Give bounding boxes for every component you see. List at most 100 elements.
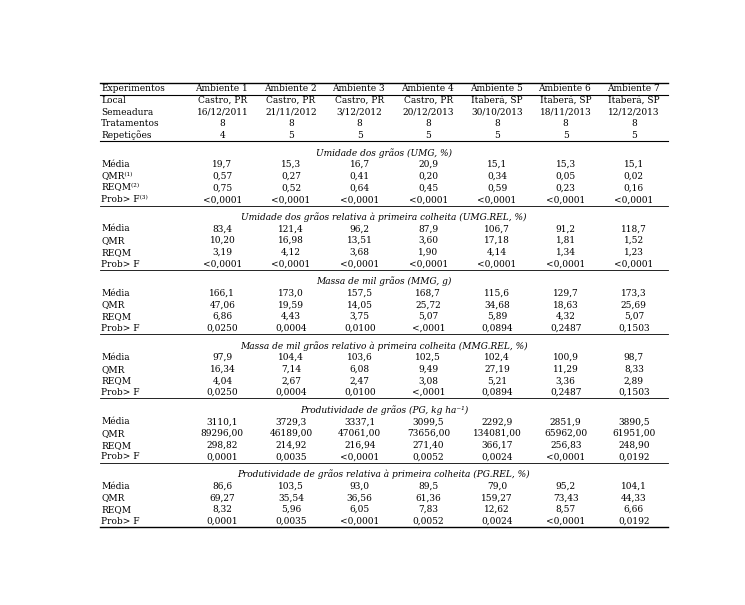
Text: 35,54: 35,54	[278, 493, 304, 502]
Text: 0,0192: 0,0192	[618, 453, 650, 462]
Text: 15,3: 15,3	[556, 160, 576, 169]
Text: 5: 5	[357, 131, 363, 140]
Text: Massa de mil grãos relativo à primeira colheita (MMG.REL, %): Massa de mil grãos relativo à primeira c…	[240, 341, 527, 351]
Text: 93,0: 93,0	[349, 482, 370, 491]
Text: 0,59: 0,59	[487, 183, 507, 192]
Text: 0,27: 0,27	[281, 172, 301, 181]
Text: Ambiente 1: Ambiente 1	[195, 84, 247, 93]
Text: Ambiente 2: Ambiente 2	[264, 84, 316, 93]
Text: 36,56: 36,56	[346, 493, 372, 502]
Text: 86,6: 86,6	[212, 482, 232, 491]
Text: <0,0001: <0,0001	[546, 195, 586, 204]
Text: 5,89: 5,89	[487, 312, 507, 321]
Text: 298,82: 298,82	[206, 440, 238, 450]
Text: 214,92: 214,92	[276, 440, 307, 450]
Text: <0,0001: <0,0001	[340, 195, 379, 204]
Text: Itaberá, SP: Itaberá, SP	[540, 96, 592, 105]
Text: Ambiente 3: Ambiente 3	[332, 84, 385, 93]
Text: 3890,5: 3890,5	[618, 417, 650, 427]
Text: 89,5: 89,5	[418, 482, 439, 491]
Text: 1,23: 1,23	[624, 248, 644, 257]
Text: <0,0001: <0,0001	[271, 260, 311, 269]
Text: 2,67: 2,67	[281, 376, 301, 385]
Text: REQM: REQM	[101, 505, 131, 514]
Text: 6,86: 6,86	[212, 312, 232, 321]
Text: 1,90: 1,90	[419, 248, 439, 257]
Text: 6,66: 6,66	[624, 505, 644, 514]
Text: QMR: QMR	[101, 236, 124, 245]
Text: 5: 5	[494, 131, 500, 140]
Text: 16,7: 16,7	[349, 160, 370, 169]
Text: 83,4: 83,4	[212, 224, 232, 234]
Text: 0,0001: 0,0001	[206, 453, 238, 462]
Text: 12/12/2013: 12/12/2013	[608, 108, 659, 117]
Text: 46189,00: 46189,00	[270, 429, 313, 438]
Text: 8: 8	[631, 119, 637, 128]
Text: 5,07: 5,07	[418, 312, 439, 321]
Text: QMR: QMR	[101, 301, 124, 309]
Text: 2,47: 2,47	[349, 376, 370, 385]
Text: 5: 5	[288, 131, 294, 140]
Text: 0,02: 0,02	[624, 172, 644, 181]
Text: 0,20: 0,20	[419, 172, 438, 181]
Text: 0,0052: 0,0052	[413, 453, 444, 462]
Text: 0,0035: 0,0035	[275, 517, 307, 526]
Text: Experimentos: Experimentos	[101, 84, 165, 93]
Text: Semeadura: Semeadura	[101, 108, 153, 117]
Text: 159,27: 159,27	[481, 493, 513, 502]
Text: 5,96: 5,96	[281, 505, 301, 514]
Text: 0,23: 0,23	[556, 183, 576, 192]
Text: <0,0001: <0,0001	[546, 453, 586, 462]
Text: 15,1: 15,1	[487, 160, 507, 169]
Text: 3,19: 3,19	[212, 248, 232, 257]
Text: QMR: QMR	[101, 429, 124, 438]
Text: 1,81: 1,81	[556, 236, 576, 245]
Text: Prob> F⁽³⁾: Prob> F⁽³⁾	[101, 195, 148, 204]
Text: 4,14: 4,14	[487, 248, 507, 257]
Text: 0,0004: 0,0004	[275, 324, 307, 333]
Text: 96,2: 96,2	[349, 224, 370, 234]
Text: 3337,1: 3337,1	[344, 417, 375, 427]
Text: Umidade dos grãos relativa à primeira colheita (UMG.REL, %): Umidade dos grãos relativa à primeira co…	[241, 212, 527, 222]
Text: Média: Média	[101, 482, 130, 491]
Text: 14,05: 14,05	[346, 301, 372, 309]
Text: Repetições: Repetições	[101, 131, 152, 140]
Text: Ambiente 7: Ambiente 7	[607, 84, 659, 93]
Text: 0,52: 0,52	[281, 183, 301, 192]
Text: 0,0035: 0,0035	[275, 453, 307, 462]
Text: 0,0024: 0,0024	[481, 517, 513, 526]
Text: 18,63: 18,63	[553, 301, 579, 309]
Text: <,0001: <,0001	[412, 388, 445, 397]
Text: 0,0100: 0,0100	[344, 324, 375, 333]
Text: 89296,00: 89296,00	[201, 429, 244, 438]
Text: Média: Média	[101, 353, 130, 362]
Text: Massa de mil grãos (MMG, g): Massa de mil grãos (MMG, g)	[316, 276, 451, 286]
Text: 16,34: 16,34	[209, 365, 235, 374]
Text: 16,98: 16,98	[278, 236, 304, 245]
Text: 5,21: 5,21	[487, 376, 507, 385]
Text: 216,94: 216,94	[344, 440, 375, 450]
Text: Castro, PR: Castro, PR	[335, 96, 384, 105]
Text: 7,14: 7,14	[281, 365, 301, 374]
Text: 256,83: 256,83	[550, 440, 582, 450]
Text: <0,0001: <0,0001	[203, 260, 242, 269]
Text: 4,04: 4,04	[212, 376, 232, 385]
Text: 118,7: 118,7	[621, 224, 647, 234]
Text: 8,32: 8,32	[212, 505, 232, 514]
Text: 20,9: 20,9	[419, 160, 438, 169]
Text: Castro, PR: Castro, PR	[404, 96, 453, 105]
Text: 97,9: 97,9	[212, 353, 232, 362]
Text: 0,0894: 0,0894	[481, 388, 513, 397]
Text: 2292,9: 2292,9	[481, 417, 513, 427]
Text: Média: Média	[101, 160, 130, 169]
Text: 0,45: 0,45	[418, 183, 439, 192]
Text: Umidade dos grãos (UMG, %): Umidade dos grãos (UMG, %)	[316, 148, 451, 158]
Text: 3,75: 3,75	[349, 312, 370, 321]
Text: <0,0001: <0,0001	[614, 260, 653, 269]
Text: 8: 8	[494, 119, 500, 128]
Text: 366,17: 366,17	[481, 440, 513, 450]
Text: 4,12: 4,12	[281, 248, 301, 257]
Text: Ambiente 4: Ambiente 4	[401, 84, 454, 93]
Text: 8: 8	[220, 119, 225, 128]
Text: 5,07: 5,07	[624, 312, 644, 321]
